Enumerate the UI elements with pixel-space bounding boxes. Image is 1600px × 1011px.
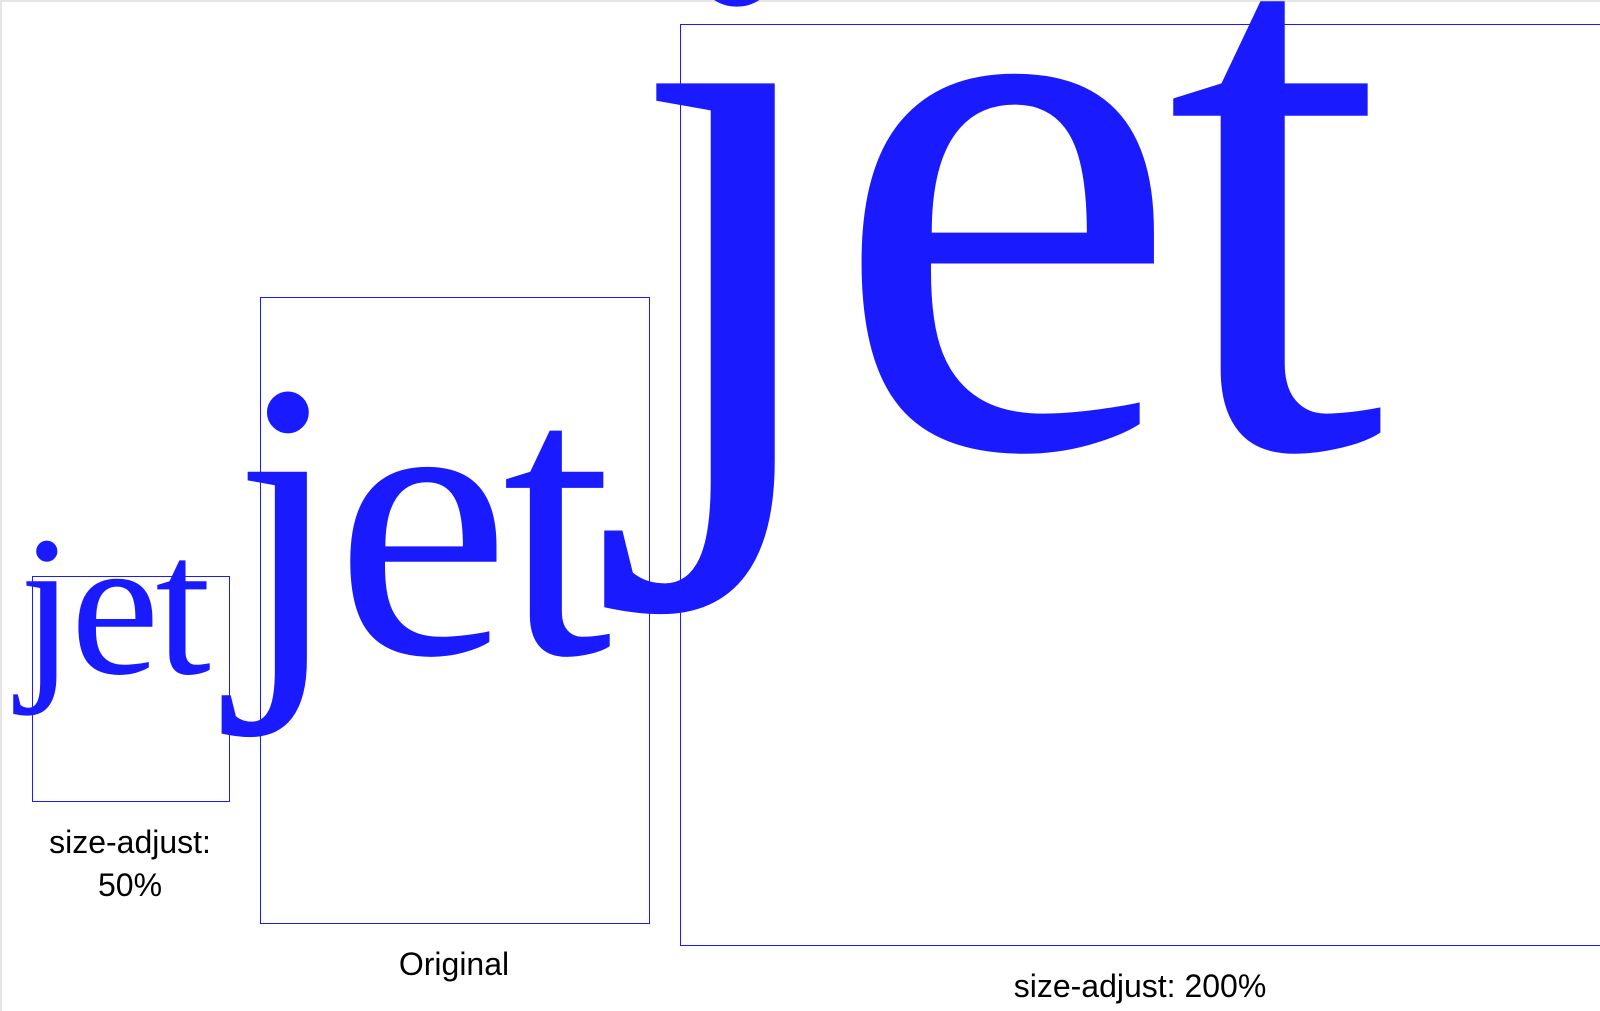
glyph-bounding-box: jet xyxy=(680,24,1600,946)
sample-size-adjust-50: jet size-adjust: 50% xyxy=(32,576,228,907)
sample-caption: Original xyxy=(260,943,648,986)
sample-original: jet Original xyxy=(260,297,648,986)
glyph-text: jet xyxy=(627,0,1369,575)
glyph-text: jet xyxy=(233,323,604,718)
sample-caption: size-adjust: 200% xyxy=(680,965,1600,1008)
sample-size-adjust-200: jet size-adjust: 200% xyxy=(680,24,1600,1008)
glyph-text: jet xyxy=(19,507,207,707)
sample-caption: size-adjust: 50% xyxy=(32,821,228,907)
glyph-bounding-box: jet xyxy=(260,297,650,924)
glyph-bounding-box: jet xyxy=(32,576,230,802)
diagram-canvas: jet size-adjust: 50% jet Original jet si… xyxy=(0,0,1600,1011)
